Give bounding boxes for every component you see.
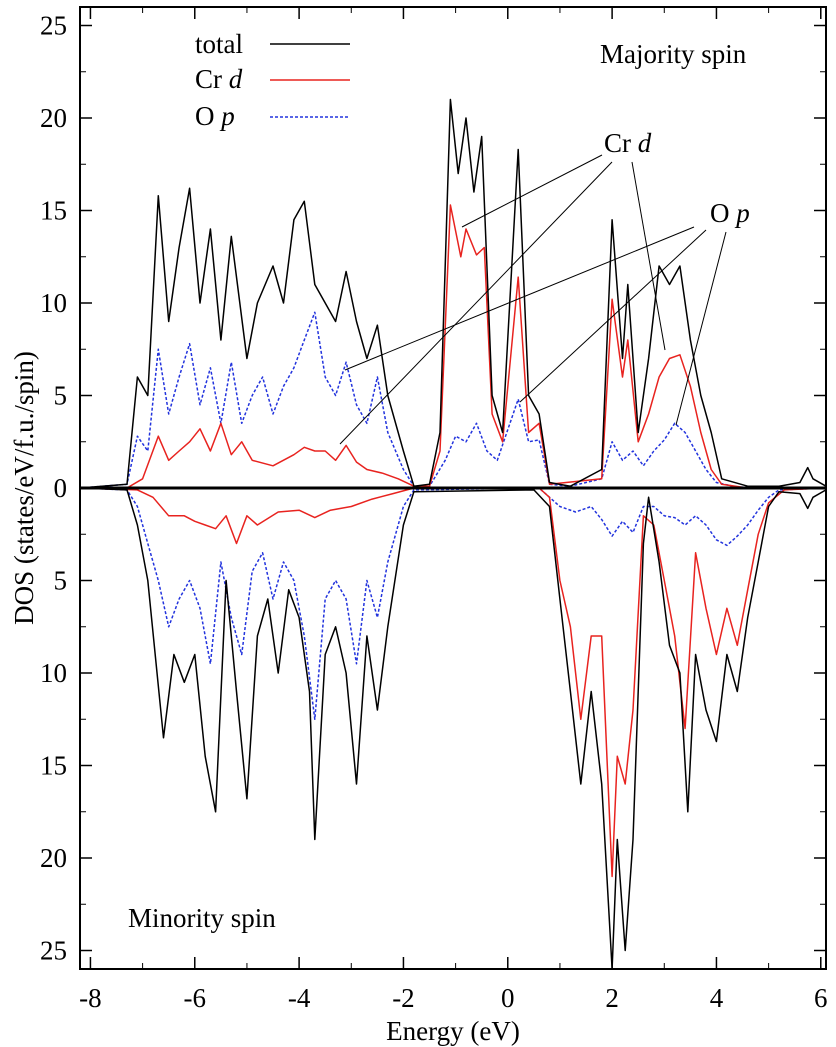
x-tick-label-0: -8 bbox=[79, 983, 102, 1013]
x-tick-label-5: 2 bbox=[605, 983, 619, 1013]
x-tick-label-1: -6 bbox=[184, 983, 207, 1013]
leader-crd-2 bbox=[339, 161, 613, 445]
y-tick-label-4: 5 bbox=[54, 381, 68, 411]
y-tick-label-1: 20 bbox=[40, 103, 67, 133]
annotation-o-p-base: O bbox=[710, 198, 736, 228]
annotation-cr-d-ital: d bbox=[638, 128, 652, 158]
series-o-p-up bbox=[79, 311, 827, 489]
y-tick-label-0: 25 bbox=[40, 11, 67, 41]
tick-marks bbox=[80, 7, 826, 969]
y-tick-label-7: 10 bbox=[40, 658, 67, 688]
series-o-p-down bbox=[79, 487, 827, 721]
annotation-cr-d-base: Cr bbox=[604, 128, 638, 158]
legend-total-base: total bbox=[195, 29, 243, 59]
legend-crd-base: Cr bbox=[195, 64, 229, 94]
annotation-o-p-ital: p bbox=[734, 198, 750, 228]
leader-op-3 bbox=[675, 231, 727, 426]
annotation-o-p: O p bbox=[710, 198, 750, 228]
x-axis-title: Energy (eV) bbox=[386, 1016, 520, 1046]
legend-op-base: O bbox=[195, 101, 221, 131]
series-cr-d-down bbox=[79, 487, 827, 878]
y-tick-label-6: 5 bbox=[54, 566, 68, 596]
annotation-majority-spin: Majority spin bbox=[600, 39, 747, 69]
leader-op-1 bbox=[344, 226, 695, 371]
legend-crd-ital: d bbox=[229, 64, 243, 94]
series-total-up bbox=[79, 98, 827, 489]
series-lines bbox=[79, 98, 827, 970]
y-tick-label-9: 20 bbox=[40, 843, 67, 873]
series-cr-d-up bbox=[80, 204, 826, 489]
annotation-minority-spin: Minority spin bbox=[128, 903, 276, 933]
y-tick-label-3: 10 bbox=[40, 288, 67, 318]
leader-op-2 bbox=[519, 229, 707, 403]
series-total-down bbox=[79, 487, 827, 970]
x-tick-label-6: 4 bbox=[710, 983, 724, 1013]
y-tick-label-5: 0 bbox=[54, 473, 68, 503]
legend-label-total: total bbox=[195, 29, 243, 59]
x-tick-label-7: 6 bbox=[814, 983, 828, 1013]
tick-labels: -8 -6 -4 -2 0 2 4 6 25 20 15 10 5 0 5 10 15 20 25 bbox=[40, 11, 828, 1014]
legend-label-cr-d: Cr d bbox=[195, 64, 243, 94]
x-tick-label-4: 0 bbox=[501, 983, 515, 1013]
annotation-cr-d: Cr d bbox=[604, 128, 652, 158]
y-tick-label-2: 15 bbox=[40, 196, 67, 226]
leader-crd-1 bbox=[461, 154, 603, 228]
x-tick-label-2: -4 bbox=[288, 983, 311, 1013]
annotation-leaders bbox=[339, 154, 727, 445]
x-tick-label-3: -2 bbox=[392, 983, 415, 1013]
y-axis-title: DOS (states/eV/f.u./spin) bbox=[9, 351, 39, 625]
legend-label-o-p: O p bbox=[195, 101, 235, 131]
y-tick-label-8: 15 bbox=[40, 751, 67, 781]
legend: total Cr d O p bbox=[195, 29, 350, 131]
y-tick-label-10: 25 bbox=[40, 936, 67, 966]
legend-op-ital: p bbox=[219, 101, 235, 131]
leader-crd-3 bbox=[631, 161, 666, 351]
